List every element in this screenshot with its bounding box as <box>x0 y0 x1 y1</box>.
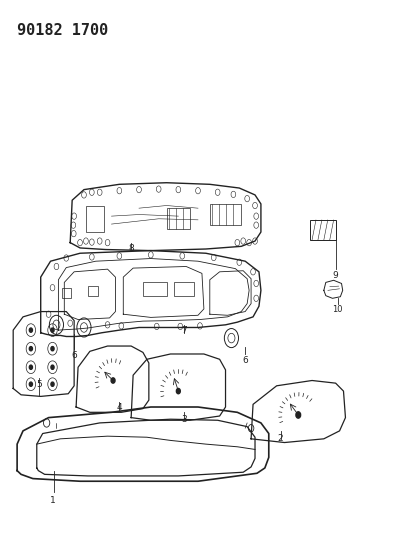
Circle shape <box>29 346 32 351</box>
Text: 1: 1 <box>50 496 55 505</box>
Text: 4: 4 <box>116 403 122 412</box>
Circle shape <box>51 328 54 332</box>
Bar <box>210 204 241 225</box>
Circle shape <box>296 412 301 418</box>
Text: 3: 3 <box>181 415 187 424</box>
Text: 10: 10 <box>332 305 343 314</box>
Text: 8: 8 <box>128 244 134 253</box>
Circle shape <box>51 382 54 386</box>
Text: 6: 6 <box>71 351 77 360</box>
Circle shape <box>51 346 54 351</box>
Circle shape <box>111 378 115 383</box>
Bar <box>86 206 104 232</box>
Bar <box>174 282 194 296</box>
Text: 6: 6 <box>242 356 248 365</box>
Text: 9: 9 <box>333 271 339 280</box>
Bar <box>88 286 98 296</box>
Text: 2: 2 <box>278 433 284 442</box>
Bar <box>143 282 167 296</box>
Circle shape <box>29 382 32 386</box>
Circle shape <box>51 365 54 369</box>
Bar <box>310 220 336 240</box>
Circle shape <box>29 328 32 332</box>
Text: 7: 7 <box>181 326 187 335</box>
Circle shape <box>176 389 180 394</box>
Circle shape <box>29 365 32 369</box>
Bar <box>167 208 190 229</box>
Text: 90182 1700: 90182 1700 <box>17 22 109 38</box>
Text: 5: 5 <box>36 380 42 389</box>
Bar <box>62 288 71 298</box>
